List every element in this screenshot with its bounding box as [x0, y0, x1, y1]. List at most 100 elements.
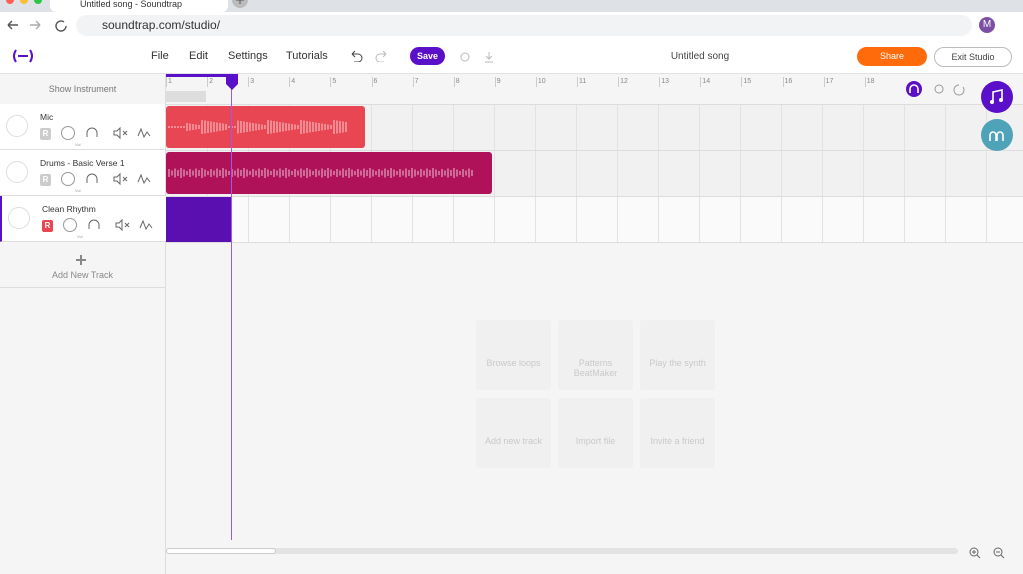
new-tab-button[interactable] — [232, 0, 248, 10]
instrument-icon[interactable] — [6, 161, 28, 183]
url-field[interactable]: soundtrap.com/studio/ — [76, 15, 972, 36]
track-name[interactable]: Mic — [40, 112, 54, 122]
track-name[interactable]: Clean Rhythm — [42, 204, 96, 214]
bar-tick — [659, 77, 661, 87]
bar-number: 16 — [784, 78, 793, 85]
volume-knob[interactable] — [61, 172, 75, 186]
waveform — [168, 120, 347, 134]
bar-tick — [289, 77, 291, 87]
scroll-thumb[interactable] — [166, 548, 276, 554]
grid-line — [863, 151, 864, 196]
grid-line — [945, 105, 946, 150]
collaborate-button[interactable] — [981, 119, 1013, 151]
grid-line — [986, 151, 987, 196]
playhead[interactable] — [231, 74, 232, 540]
record-arm[interactable]: R — [40, 128, 51, 140]
profile-avatar[interactable]: M — [979, 17, 995, 33]
quick-start-tile[interactable]: Add new track — [476, 398, 551, 468]
grid-line — [617, 151, 618, 196]
bar-number: 8 — [455, 78, 460, 85]
bar-number: 12 — [620, 78, 628, 85]
track-name[interactable]: Drums - Basic Verse 1 — [40, 158, 125, 168]
sync-download[interactable] — [459, 51, 495, 63]
add-icon[interactable] — [75, 254, 87, 266]
quick-start-tile[interactable]: Import file — [558, 398, 633, 468]
track-lane — [166, 151, 1023, 197]
grid-line — [740, 105, 741, 150]
menu-edit[interactable]: Edit — [189, 50, 208, 62]
volume-knob[interactable] — [63, 218, 77, 232]
quick-start-tile[interactable]: Patterns BeatMaker — [558, 320, 633, 390]
waveform — [168, 168, 473, 178]
show-instrument[interactable]: Show Instrument — [48, 84, 117, 94]
audio-clip[interactable] — [166, 106, 365, 148]
grid-line — [822, 105, 823, 150]
bar-number: 5 — [332, 78, 337, 85]
quick-start-tile[interactable]: Invite a friend — [640, 398, 715, 468]
grid-line — [289, 197, 290, 242]
grid-line — [494, 151, 495, 196]
zoom-controls[interactable] — [968, 546, 1008, 560]
nav-buttons[interactable] — [6, 18, 70, 32]
grid-line — [986, 197, 987, 242]
menu-tutorials[interactable]: Tutorials — [286, 50, 328, 62]
app-header: File Edit Settings Tutorials Save Untitl… — [0, 39, 1023, 74]
record-arm[interactable]: R — [40, 174, 51, 186]
logo[interactable] — [12, 49, 34, 63]
playhead-handle[interactable] — [225, 74, 239, 90]
instrument-icon[interactable] — [8, 207, 30, 229]
undo-redo[interactable] — [349, 50, 389, 62]
exit-studio-button[interactable]: Exit Studio — [934, 47, 1012, 67]
grid-line — [535, 197, 536, 242]
quick-start-tile[interactable]: Browse loops — [476, 320, 551, 390]
track-controls[interactable] — [84, 126, 154, 140]
horizontal-scrollbar[interactable] — [166, 548, 958, 554]
grid-line — [822, 197, 823, 242]
grid-line — [904, 197, 905, 242]
bar-number: 2 — [209, 78, 213, 85]
track-controls[interactable] — [86, 218, 156, 232]
browser-tab[interactable]: Untitled song - Soundtrap — [50, 0, 228, 12]
grid-line — [371, 197, 372, 242]
ruler-tools[interactable] — [905, 80, 969, 98]
grid-line — [412, 105, 413, 150]
track-header[interactable]: Clean Rhythm R Vol — [0, 196, 167, 242]
track-controls[interactable] — [84, 172, 154, 186]
menu-settings[interactable]: Settings — [228, 50, 268, 62]
grid-line — [617, 105, 618, 150]
save-button[interactable]: Save — [410, 47, 445, 65]
grid-line — [494, 197, 495, 242]
instruments-button[interactable] — [981, 81, 1013, 113]
track-lane — [166, 197, 1023, 243]
record-arm[interactable]: R — [42, 220, 53, 232]
tab-title: Untitled song - Soundtrap — [80, 0, 183, 9]
audio-clip[interactable] — [166, 152, 492, 194]
grid-line — [740, 197, 741, 242]
bar-tick — [535, 77, 537, 87]
grid-line — [699, 105, 700, 150]
grid-line — [576, 105, 577, 150]
grid-line — [781, 197, 782, 242]
loop-handles[interactable] — [166, 91, 206, 102]
instrument-icon[interactable] — [6, 115, 28, 137]
audio-clip[interactable] — [166, 197, 232, 242]
timeline-ruler: 1 2 3 4 5 6 7 8 9 10 11 12 13 14 15 16 17 18 — [166, 74, 1023, 105]
grid-line — [781, 105, 782, 150]
track-header[interactable]: Drums - Basic Verse 1 R Vol — [0, 150, 165, 196]
grid-line — [658, 197, 659, 242]
loop-region[interactable] — [166, 74, 232, 77]
grid-line — [248, 197, 249, 242]
bar-tick — [494, 77, 496, 87]
quick-start-tile[interactable]: Play the synth — [640, 320, 715, 390]
track-lanes — [166, 105, 1023, 243]
add-track-button[interactable]: Add New Track — [51, 270, 114, 280]
song-title[interactable]: Untitled song — [670, 51, 730, 62]
grid-line — [412, 197, 413, 242]
grid-line — [945, 197, 946, 242]
bar-number: 14 — [702, 78, 711, 85]
volume-knob[interactable] — [61, 126, 75, 140]
track-header[interactable]: Mic R Vol — [0, 104, 165, 150]
bar-number: 6 — [373, 78, 378, 85]
share-button[interactable]: Share — [857, 47, 927, 66]
menu-file[interactable]: File — [151, 50, 169, 62]
